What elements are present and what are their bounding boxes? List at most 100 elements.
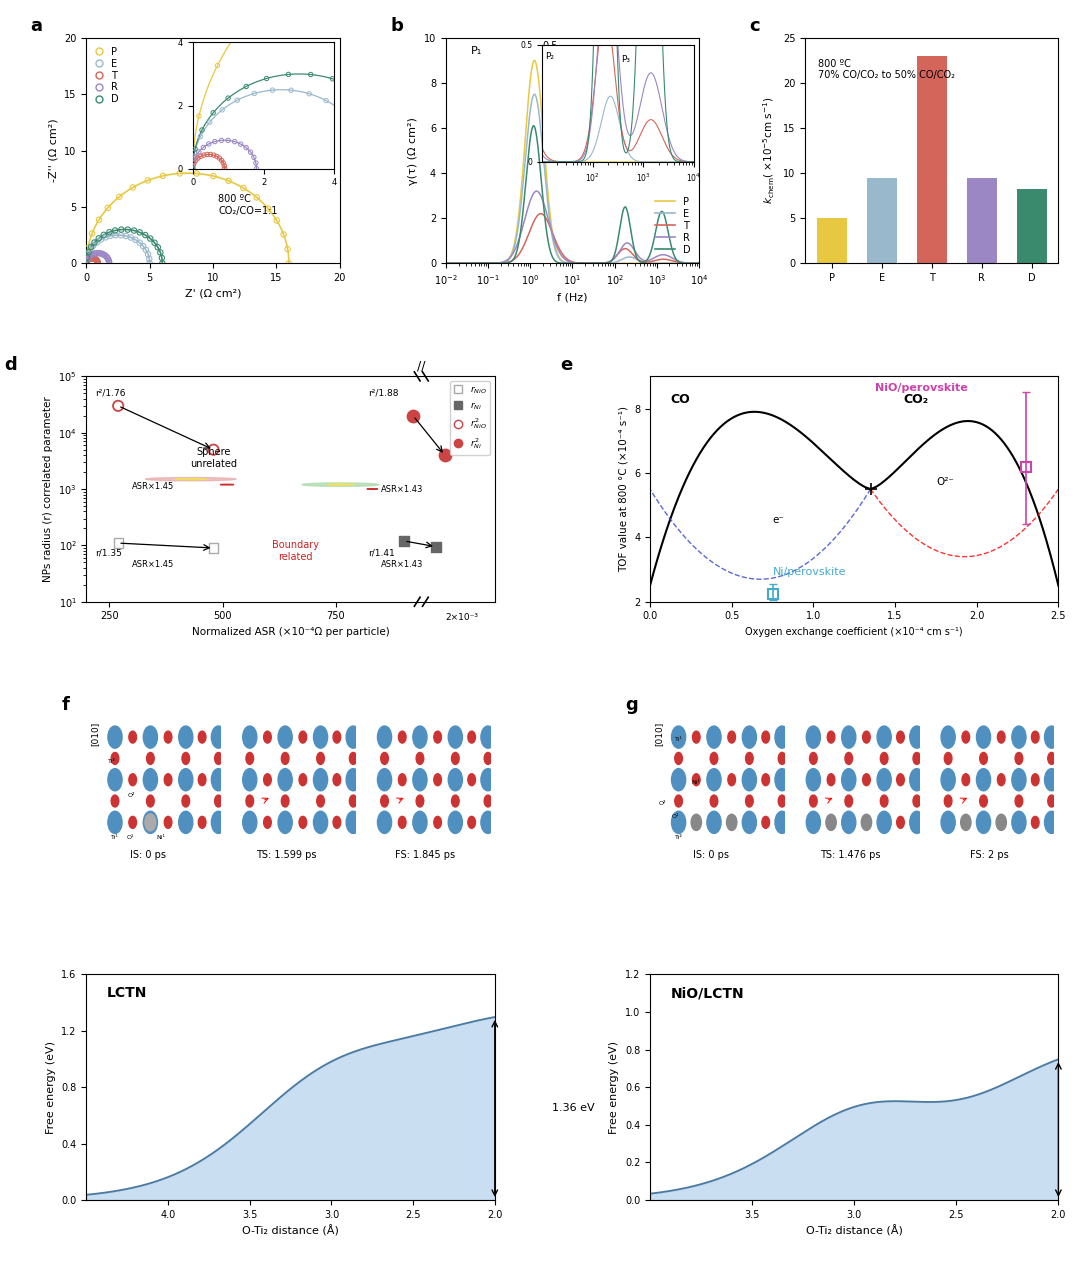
Point [82, 240, 99, 260]
Point [122, 227, 139, 248]
Text: LCTN: LCTN [107, 986, 147, 1000]
Point [153, 248, 171, 268]
Text: 800 ºC
70% CO/CO₂ to 50% CO/CO₂: 800 ºC 70% CO/CO₂ to 50% CO/CO₂ [818, 59, 955, 81]
Text: 1.36 eV: 1.36 eV [552, 1104, 595, 1114]
Point [107, 220, 124, 240]
Text: [010]: [010] [91, 722, 99, 746]
Point [90, 242, 107, 263]
Point [112, 225, 130, 245]
Point [80, 249, 97, 269]
Text: e: e [561, 356, 572, 374]
Text: FS: 1.845 ps: FS: 1.845 ps [395, 850, 456, 860]
Point [137, 240, 154, 260]
Point [140, 249, 158, 269]
Point [90, 253, 107, 273]
Point [78, 253, 95, 273]
Point [137, 225, 154, 245]
Point [153, 253, 171, 273]
Bar [816, 218, 847, 263]
Point [139, 171, 157, 191]
Circle shape [146, 477, 237, 481]
X-axis label: O-Ti₂ distance (Å): O-Ti₂ distance (Å) [806, 1225, 903, 1236]
Point [234, 178, 252, 198]
Y-axis label: Free energy (eV): Free energy (eV) [45, 1041, 56, 1134]
Point [79, 250, 96, 270]
Point [205, 440, 222, 460]
Point [87, 250, 105, 270]
Point [281, 253, 298, 273]
X-axis label: f (Hz): f (Hz) [557, 292, 588, 302]
Point [100, 222, 118, 242]
Point [78, 253, 95, 273]
Point [125, 221, 143, 241]
Point [428, 537, 445, 557]
Text: ASR×1.43: ASR×1.43 [381, 485, 423, 494]
Text: e⁻: e⁻ [772, 515, 784, 525]
Text: Ni/perovskite: Ni/perovskite [772, 567, 846, 577]
Point [141, 229, 159, 249]
Text: IS: 0 ps: IS: 0 ps [693, 850, 729, 860]
Point [87, 250, 105, 270]
Point [92, 244, 109, 264]
Point [135, 236, 152, 256]
Point [220, 171, 238, 191]
Point [146, 232, 163, 253]
Text: d: d [4, 356, 17, 374]
Point [81, 249, 98, 269]
Point [91, 210, 108, 230]
Point [84, 248, 102, 268]
Legend: $r_{NiO}$, $r_{Ni}$, $r^2_{NiO}$, $r^2_{Ni}$: $r_{NiO}$, $r_{Ni}$, $r^2_{NiO}$, $r^2_{… [450, 381, 490, 455]
Point [118, 226, 135, 246]
Text: r²/1.88: r²/1.88 [368, 389, 399, 398]
Point [78, 253, 95, 273]
Point [78, 253, 95, 273]
Point [100, 250, 118, 270]
Text: CO: CO [671, 393, 690, 407]
Point [89, 251, 106, 272]
Bar [967, 178, 997, 263]
Point [99, 198, 117, 218]
Y-axis label: Free energy (eV): Free energy (eV) [609, 1041, 619, 1134]
Text: ASR×1.45: ASR×1.45 [132, 560, 174, 568]
Text: IS: 0 ps: IS: 0 ps [130, 850, 165, 860]
Point [109, 395, 126, 416]
Text: NiO/perovskite: NiO/perovskite [875, 383, 968, 393]
Point [139, 244, 157, 264]
Point [89, 242, 106, 263]
Bar [917, 56, 947, 263]
Text: 800 ºC
CO₂/CO=1:1: 800 ºC CO₂/CO=1:1 [218, 195, 278, 216]
Point [119, 220, 136, 240]
Text: r²/1.76: r²/1.76 [95, 389, 126, 398]
Text: ASR×1.43: ASR×1.43 [381, 560, 423, 568]
Text: P₂: P₂ [597, 45, 609, 56]
Point [79, 249, 96, 269]
Point [141, 253, 159, 273]
Point [154, 165, 172, 186]
Point [84, 236, 102, 256]
Point [98, 248, 116, 268]
Point [86, 244, 104, 264]
Text: ASR×1.45: ASR×1.45 [132, 482, 174, 491]
Legend: P, E, T, R, D: P, E, T, R, D [92, 43, 122, 109]
Point [97, 227, 114, 248]
Point [78, 251, 95, 272]
Point [405, 405, 422, 426]
Point [80, 244, 97, 264]
Point [124, 177, 141, 197]
Text: [010]: [010] [654, 722, 663, 746]
Point [89, 232, 106, 253]
Point [205, 538, 222, 558]
Text: CO₂: CO₂ [903, 393, 929, 407]
Point [84, 244, 102, 264]
Text: b: b [390, 18, 403, 35]
Point [275, 225, 293, 245]
Point [110, 187, 127, 207]
Point [82, 249, 99, 269]
Point [151, 242, 168, 263]
Point [259, 198, 276, 218]
Point [81, 246, 98, 266]
X-axis label: Z' (Ω cm²): Z' (Ω cm²) [185, 288, 241, 298]
Point [82, 237, 99, 258]
Text: O²⁻: O²⁻ [936, 476, 954, 486]
Y-axis label: γ(τ) (Ω cm²): γ(τ) (Ω cm²) [408, 116, 418, 184]
